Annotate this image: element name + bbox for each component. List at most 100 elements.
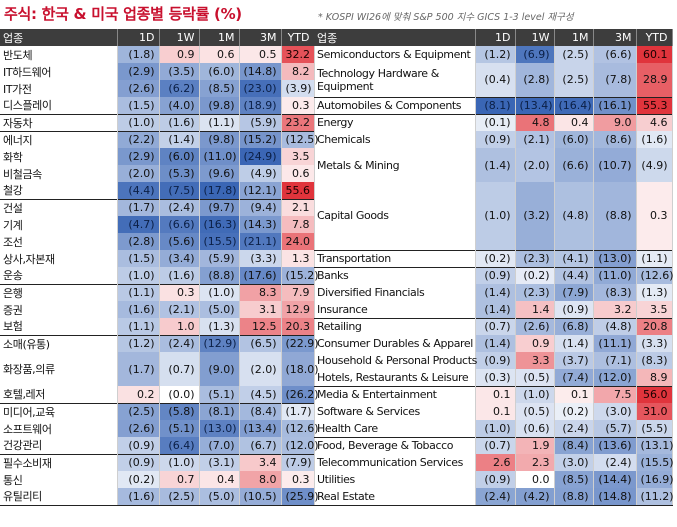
value-cell-1d: (1.0) [475,182,516,250]
sector-name: 화학 [0,148,118,165]
sector-name: Hotels, Restaurants & Leisure [314,369,476,386]
value-cell-3m: (14.8) [593,488,637,506]
value-cell-1d: 0.1 [475,403,516,420]
value-cell-1m: (8.1) [199,402,240,420]
sector-name: 건설 [0,198,118,216]
header-ytd: YTD [281,29,315,46]
value-cell-3m: (8.6) [593,131,637,148]
value-cell-1w: 0.3 [159,283,200,301]
value-cell-1d: (2.6) [117,80,160,97]
value-cell-1d: (1.0) [475,420,516,437]
value-cell-1w: (2.3) [515,249,555,267]
value-cell-3m: (7.1) [593,352,637,369]
value-cell-1w: (2.0) [515,148,555,182]
value-cell-3m: (13.4) [239,420,282,437]
value-cell-3m: (4.9) [239,165,282,182]
sector-name: Transportation [314,249,476,267]
header-sector: 업종 [0,29,118,46]
value-cell-ytd: 60.1 [636,46,673,63]
value-cell-3m: (13.6) [593,436,637,454]
value-cell-1d: (1.1) [117,283,160,301]
value-cell-1d: (1.7) [117,198,160,216]
value-cell-1m: (12.9) [199,334,240,352]
sector-name: Media & Entertainment [314,385,476,403]
sector-name: Health Care [314,420,476,437]
value-cell-1d: (0.3) [475,369,516,386]
sector-name: Automobiles & Components [314,96,476,114]
value-cell-1m: (3.1) [199,453,240,471]
table-row: 미디어,교육 (2.5) (5.8) (8.1) (8.4) (1.7) [0,402,315,420]
sector-name: 반도체 [0,46,118,63]
table-row: 화장품,의류 (1.7) (0.7) (9.0) (2.0) (18.0) [0,352,319,386]
table-row: Retailing (0.7) (2.6) (6.8) (4.8) 20.8 [314,317,673,335]
value-cell-1d: (1.0) [117,113,160,131]
table-row: IT하드웨어 (2.9) (3.5) (6.0) (14.8) 8.2 [0,63,315,80]
value-cell-1d: 0.2 [117,386,160,403]
sector-name: Diversified Financials [314,284,476,301]
value-cell-1m: (13.0) [199,420,240,437]
value-cell-1m: (3.0) [554,454,594,471]
value-cell-3m: 8.0 [239,471,282,488]
sector-name: Real Estate [314,488,476,506]
value-cell-ytd: (1.7) [281,402,315,420]
value-cell-1m: (5.9) [199,250,240,267]
value-cell-1d: (0.4) [475,63,516,97]
sector-name: 통신 [0,471,118,488]
value-cell-1w: 0.9 [515,335,555,352]
table-row: 반도체 (1.8) 0.9 0.6 0.5 32.2 [0,46,315,63]
value-cell-1m: (6.0) [199,63,240,80]
value-cell-3m: 3.4 [239,453,282,471]
value-cell-1w: (0.0) [159,386,200,403]
table-row: 상사,자본재 (1.5) (3.4) (5.9) (3.3) 1.3 [0,250,315,267]
value-cell-1d: (1.7) [117,352,160,386]
value-cell-1m: (7.0) [199,437,240,454]
sector-name: IT가전 [0,80,118,97]
value-cell-ytd: 23.2 [281,113,315,131]
value-cell-3m: (13.0) [593,249,637,267]
value-cell-1w: (2.4) [159,198,200,216]
value-cell-1d: 0.1 [475,385,516,403]
header-1w: 1W [159,29,200,46]
value-cell-1m: (4.1) [554,249,594,267]
value-cell-ytd: 55.3 [636,96,673,114]
value-cell-1d: (2.0) [117,165,160,182]
value-cell-1w: 3.3 [515,352,555,369]
sector-name: Semiconductors & Equipment [314,46,476,63]
sector-name: 조선 [0,233,118,250]
value-cell-ytd: (12.0) [281,437,319,454]
sector-name: Utilities [314,471,476,488]
table-row: Metals & Mining (1.4) (2.0) (6.6) (10.7) (4.9… [314,148,673,182]
table-row: 건설 (1.7) (2.4) (9.7) (9.4) 2.1 [0,198,315,216]
value-cell-ytd: 1.3 [281,250,315,267]
value-cell-1w: (0.2) [515,266,555,284]
value-cell-1m: (4.8) [554,182,594,250]
value-cell-1w: (3.5) [159,63,200,80]
value-cell-3m: (9.4) [239,198,282,216]
header-3m: 3M [239,29,282,46]
table-row: Telecommunication Services 2.6 2.3 (3.0) (2.… [314,454,674,471]
value-cell-ytd: 7.8 [281,216,315,233]
value-cell-1m: (6.0) [554,131,594,148]
value-cell-1w: (5.6) [159,233,200,250]
table-header-row: 업종 1D 1W 1M 3M YTD [0,29,315,46]
value-cell-1m: (16.4) [554,96,594,114]
value-cell-1m: (6.6) [554,148,594,182]
value-cell-1d: (4.4) [117,182,160,199]
value-cell-1d: (2.2) [117,130,160,148]
table-row: 소프트웨어 (2.6) (5.1) (13.0) (13.4) (12.6) [0,420,319,437]
value-cell-1w: (6.4) [159,437,200,454]
value-cell-1m: (4.4) [554,266,594,284]
value-cell-1w: 1.4 [515,301,555,318]
sector-name: Chemicals [314,131,476,148]
sector-name: Retailing [314,317,476,335]
value-cell-1d: (1.4) [475,148,516,182]
value-cell-ytd: (7.9) [281,453,315,471]
value-cell-1d: (1.2) [117,334,160,352]
sector-name: 미디어,교육 [0,402,118,420]
table-row: 유틸리티 (1.6) (2.5) (5.0) (10.5) (25.9) [0,488,319,506]
value-cell-1m: (7.9) [554,284,594,301]
value-cell-ytd: (25.9) [281,488,319,506]
value-cell-3m: (5.7) [593,420,637,437]
value-cell-1d: (0.7) [475,436,516,454]
value-cell-1w: 4.8 [515,113,555,131]
